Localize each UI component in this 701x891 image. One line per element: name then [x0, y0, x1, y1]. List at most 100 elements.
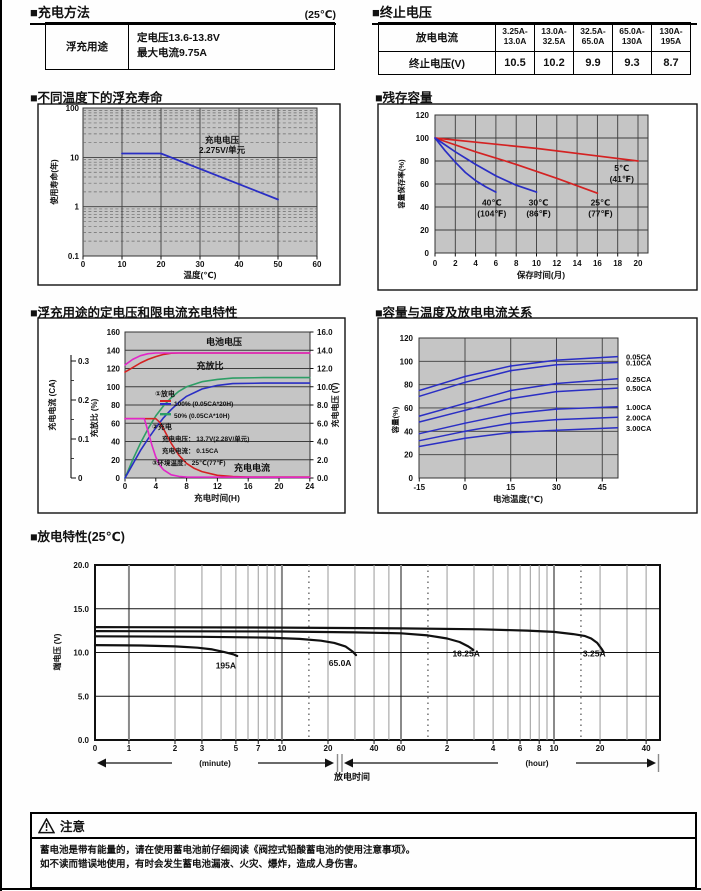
charging-values-cell: 定电压13.6-13.8V 最大电流9.75A — [128, 22, 335, 70]
x-tick-label: 4 — [154, 482, 159, 491]
current-range-cell: 65.0A- 130A — [612, 22, 652, 52]
x-tick-label: 16 — [244, 482, 253, 491]
legend-discharge: ①放电 — [155, 389, 175, 398]
series-ratio-50 — [124, 376, 311, 479]
hour-tick-label: 40 — [642, 744, 651, 753]
minute-tick-label: 5 — [234, 744, 239, 753]
series-current-50 — [124, 417, 311, 479]
legend-ambient-temp: ③环境温度： 25℃(77℉) — [152, 458, 226, 467]
x-tick-label: 2 — [453, 259, 458, 268]
legend-charge: ②充电 — [152, 422, 172, 431]
x-tick-label: 60 — [313, 260, 322, 269]
current-range-cell: 13.0A- 32.5A — [534, 22, 574, 52]
range-line: 195A — [660, 36, 682, 46]
series-label: 40℃ — [482, 197, 502, 207]
charging-method-table: 浮充用途 定电压13.6-13.8V 最大电流9.75A — [45, 22, 335, 70]
legend-charge-voltage: 充电电压： 13.7V(2.28V/单元) — [162, 434, 249, 443]
series-label-65.0A: 65.0A — [329, 658, 352, 668]
legend-50pct: 50% (0.05CA*10H) — [174, 413, 230, 420]
notice-box: 注意 蓄电池是带有能量的，请在使用蓄电池前仔细阅读《阀控式铅酸蓄电池的使用注意事… — [30, 812, 697, 889]
x-tick-label: 12 — [213, 482, 222, 491]
minute-tick-label: 2 — [173, 744, 178, 753]
ratio-tick-label: 100 — [107, 383, 121, 392]
series-d1625 — [93, 630, 475, 651]
x-tick-label: 50 — [274, 260, 283, 269]
range-line: 65.0A- — [619, 26, 645, 37]
charge-voltage-annotation: 2.275V/单元 — [199, 145, 246, 155]
notice-body: 蓄电池是带有能量的，请在使用蓄电池前仔细阅读《阀控式铅酸蓄电池的使用注意事项》。… — [32, 839, 695, 878]
end-voltage-title: ■终止电压 — [372, 5, 432, 20]
chart-float-life: 0 10 20 30 40 50 60 100 10 1 0.1 使用寿命(年) 温度(℃) 充电电压2.… — [37, 103, 341, 286]
notice-title: 注意 — [60, 820, 86, 834]
minute-tick-label: 40 — [370, 744, 379, 753]
float-life-line — [121, 152, 279, 201]
notice-line-2: 如不读而错误地使用，有时会发生蓄电池漏液、火灾、爆炸，造成人身伤害。 — [40, 859, 364, 871]
range-line: 32.5A — [542, 36, 566, 46]
y-tick-label: 100 — [416, 134, 430, 143]
hour-arrow-head-right — [647, 758, 656, 768]
voltage-tick-label: 0.0 — [317, 474, 329, 483]
x-tick-label: 20 — [157, 260, 166, 269]
ratio-tick-label: 120 — [107, 365, 121, 374]
battery-voltage-annotation: 电池电压 — [206, 336, 242, 347]
charging-method-title: ■充电方法 — [30, 5, 90, 20]
series-t40 — [434, 137, 497, 193]
x-tick-label: 12 — [552, 259, 561, 268]
discharge-chart-title: ■放电特性(25℃) — [30, 530, 125, 544]
end-voltage-value: 8.7 — [651, 51, 691, 75]
series-label: 1.00CA — [626, 403, 652, 412]
minute-tick-label: 60 — [397, 744, 406, 753]
x-axis-label: 保存时间(月) — [516, 270, 565, 280]
y-tick-label: 0 — [409, 474, 414, 483]
series-label: 0.25CA — [626, 375, 652, 384]
series-d325 — [93, 626, 605, 654]
series-label: 0.05CA — [626, 353, 652, 362]
series-t30 — [434, 137, 538, 193]
x-axis-label: 温度(℃) — [184, 270, 217, 280]
y-tick-label: 120 — [416, 111, 430, 120]
ratio-tick-label: 0 — [116, 474, 121, 483]
series-voltage-50 — [124, 352, 311, 366]
notice-header: 注意 — [32, 814, 695, 839]
voltage-tick-label: 8.0 — [317, 401, 329, 410]
minute-arrow-head-left — [97, 758, 106, 768]
hour-tick-label: 20 — [596, 744, 605, 753]
y-tick-label: 20 — [420, 226, 429, 235]
page-bottom-border — [0, 888, 701, 890]
voltage-axis-label: 充电电压 (V) — [330, 382, 340, 427]
y-tick-label: 120 — [400, 334, 414, 343]
y-axis-label: 容量保存率(%) — [396, 159, 406, 210]
series-label: 0.10CA — [626, 358, 652, 367]
series-label: (77℉) — [588, 208, 613, 218]
x-tick-label: 6 — [494, 259, 499, 268]
x-origin-label: 0 — [93, 744, 98, 753]
end-voltage-table: 放电电流 3.25A- 13.0A 13.0A- 32.5A 32.5A- 65.0A… — [378, 22, 691, 75]
y-tick-label: 0 — [425, 249, 430, 258]
minute-tick-label: 7 — [256, 744, 261, 753]
notice-line-1: 蓄电池是带有能量的，请在使用蓄电池前仔细阅读《阀控式铅酸蓄电池的使用注意事项》。 — [40, 845, 416, 856]
hour-tick-label: 8 — [537, 744, 542, 753]
x-tick-label: 16 — [593, 259, 602, 268]
y-tick-label: 40 — [420, 203, 429, 212]
y-tick-label: 100 — [66, 104, 80, 113]
series-label: 25℃ — [591, 197, 611, 207]
minute-tick-label: 20 — [324, 744, 333, 753]
x-tick-label: 18 — [613, 259, 622, 268]
charging-method-row: 浮充用途 定电压13.6-13.8V 最大电流9.75A — [45, 22, 335, 70]
voltage-tick-label: 4.0 — [317, 438, 329, 447]
range-line: 130A- — [659, 26, 683, 37]
x-tick-label: 20 — [634, 259, 643, 268]
range-line: 13.0A- — [541, 26, 567, 37]
legend-swatch-100-blue — [160, 403, 171, 405]
y-tick-label: 60 — [404, 404, 413, 413]
y-axis-label: 端电压 (V) — [52, 633, 62, 670]
hour-tick-label: 10 — [550, 744, 559, 753]
discharge-current-row: 放电电流 3.25A- 13.0A 13.0A- 32.5A 32.5A- 65.0A… — [378, 22, 691, 52]
y-tick-label: 15.0 — [73, 605, 89, 614]
x-axis-label: 放电时间 — [333, 771, 370, 782]
y-tick-label: 40 — [404, 427, 413, 436]
y-tick-label: 5.0 — [78, 692, 90, 701]
x-tick-label: 8 — [184, 482, 189, 491]
current-range-cell: 3.25A- 13.0A — [495, 22, 535, 52]
series-label: (41℉) — [610, 174, 635, 184]
